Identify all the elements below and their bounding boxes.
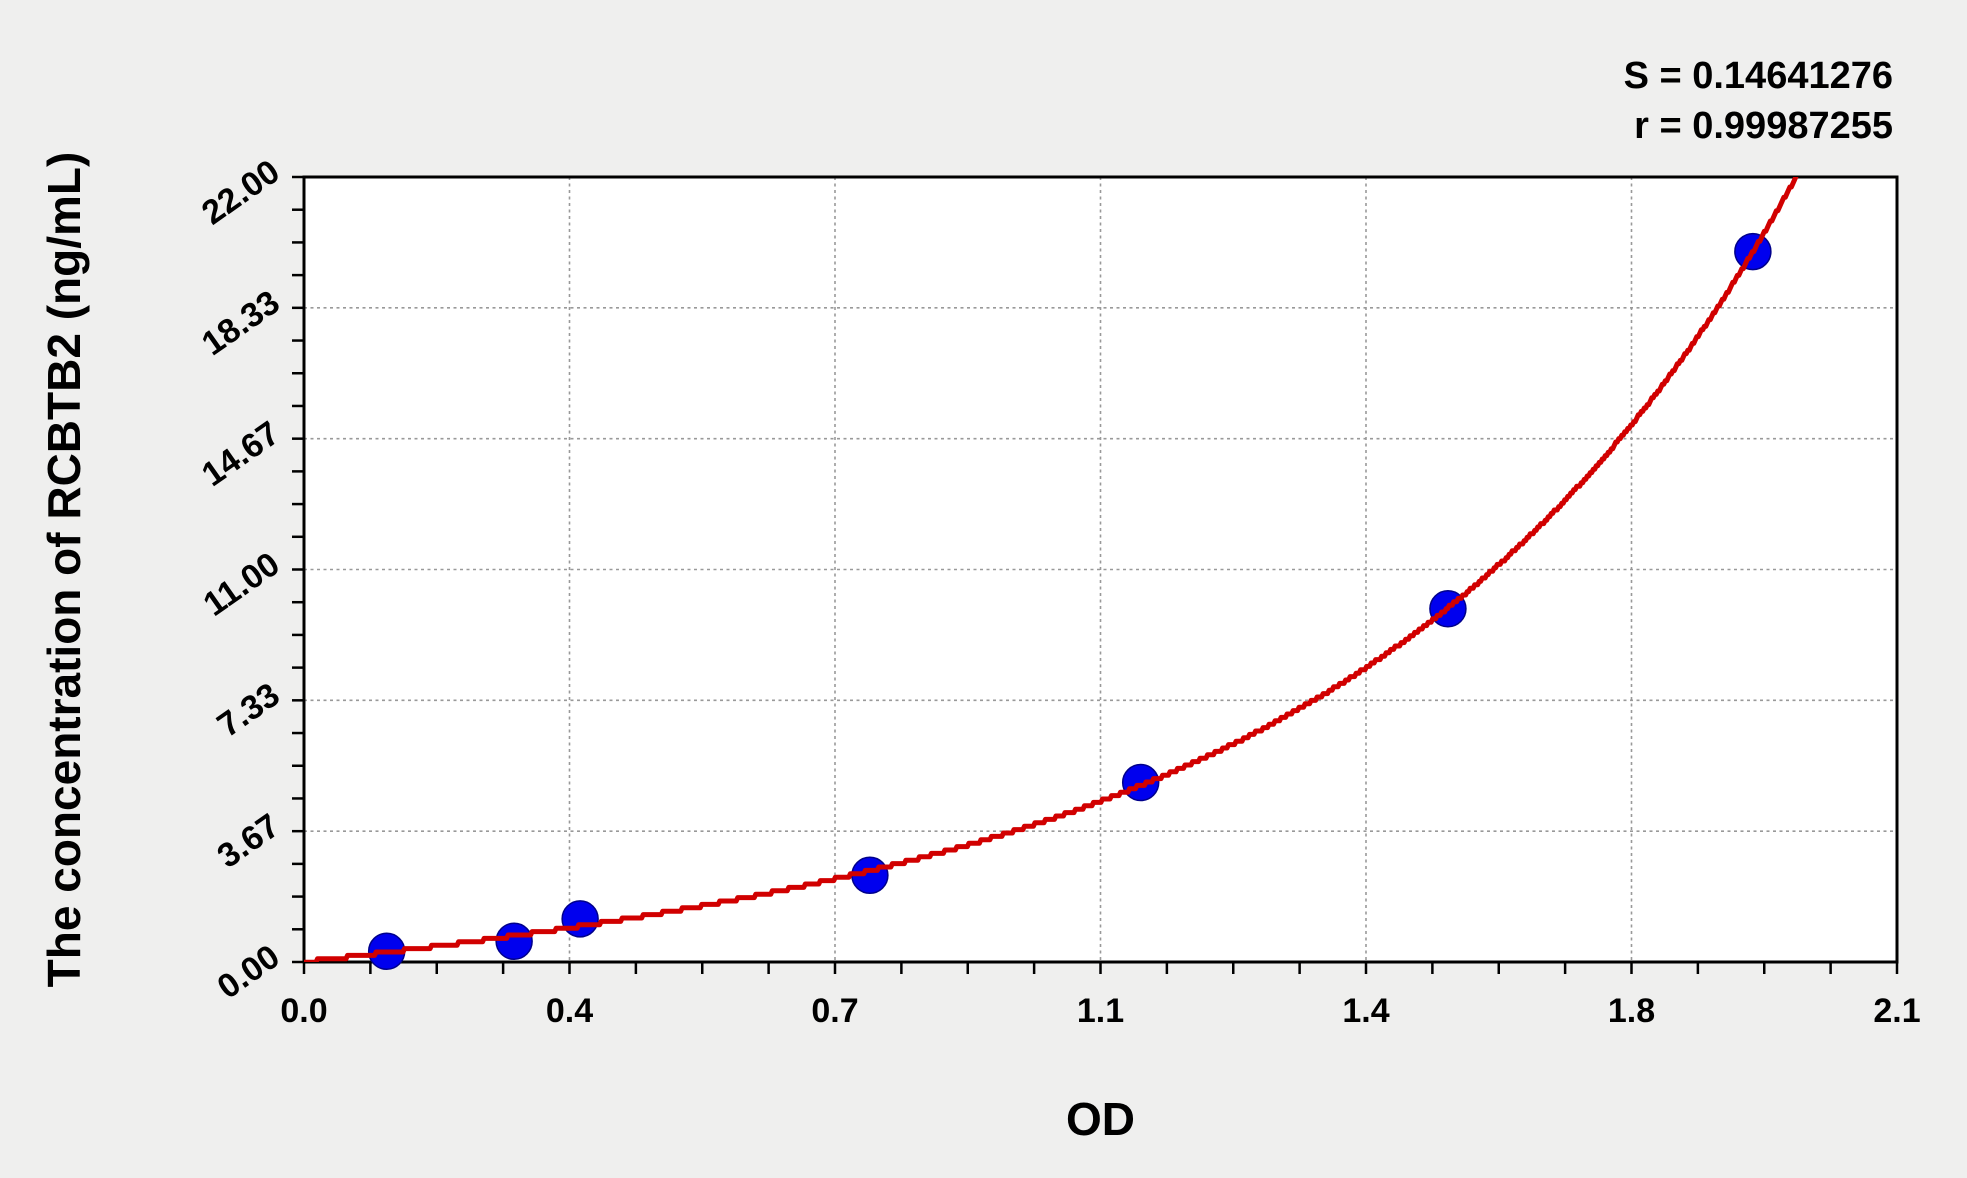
svg-text:OD: OD — [1066, 1093, 1135, 1145]
svg-text:1.8: 1.8 — [1608, 992, 1655, 1030]
svg-text:0.0: 0.0 — [280, 992, 327, 1030]
svg-text:The concentration of RCBTB2 (n: The concentration of RCBTB2 (ng/mL) — [38, 152, 90, 988]
svg-text:0.4: 0.4 — [546, 992, 593, 1030]
svg-text:0.7: 0.7 — [811, 992, 858, 1030]
svg-text:2.1: 2.1 — [1873, 992, 1920, 1030]
svg-text:1.1: 1.1 — [1077, 992, 1124, 1030]
svg-text:S = 0.14641276: S = 0.14641276 — [1624, 55, 1893, 97]
svg-text:r = 0.99987255: r = 0.99987255 — [1634, 105, 1893, 147]
svg-text:1.4: 1.4 — [1342, 992, 1389, 1030]
